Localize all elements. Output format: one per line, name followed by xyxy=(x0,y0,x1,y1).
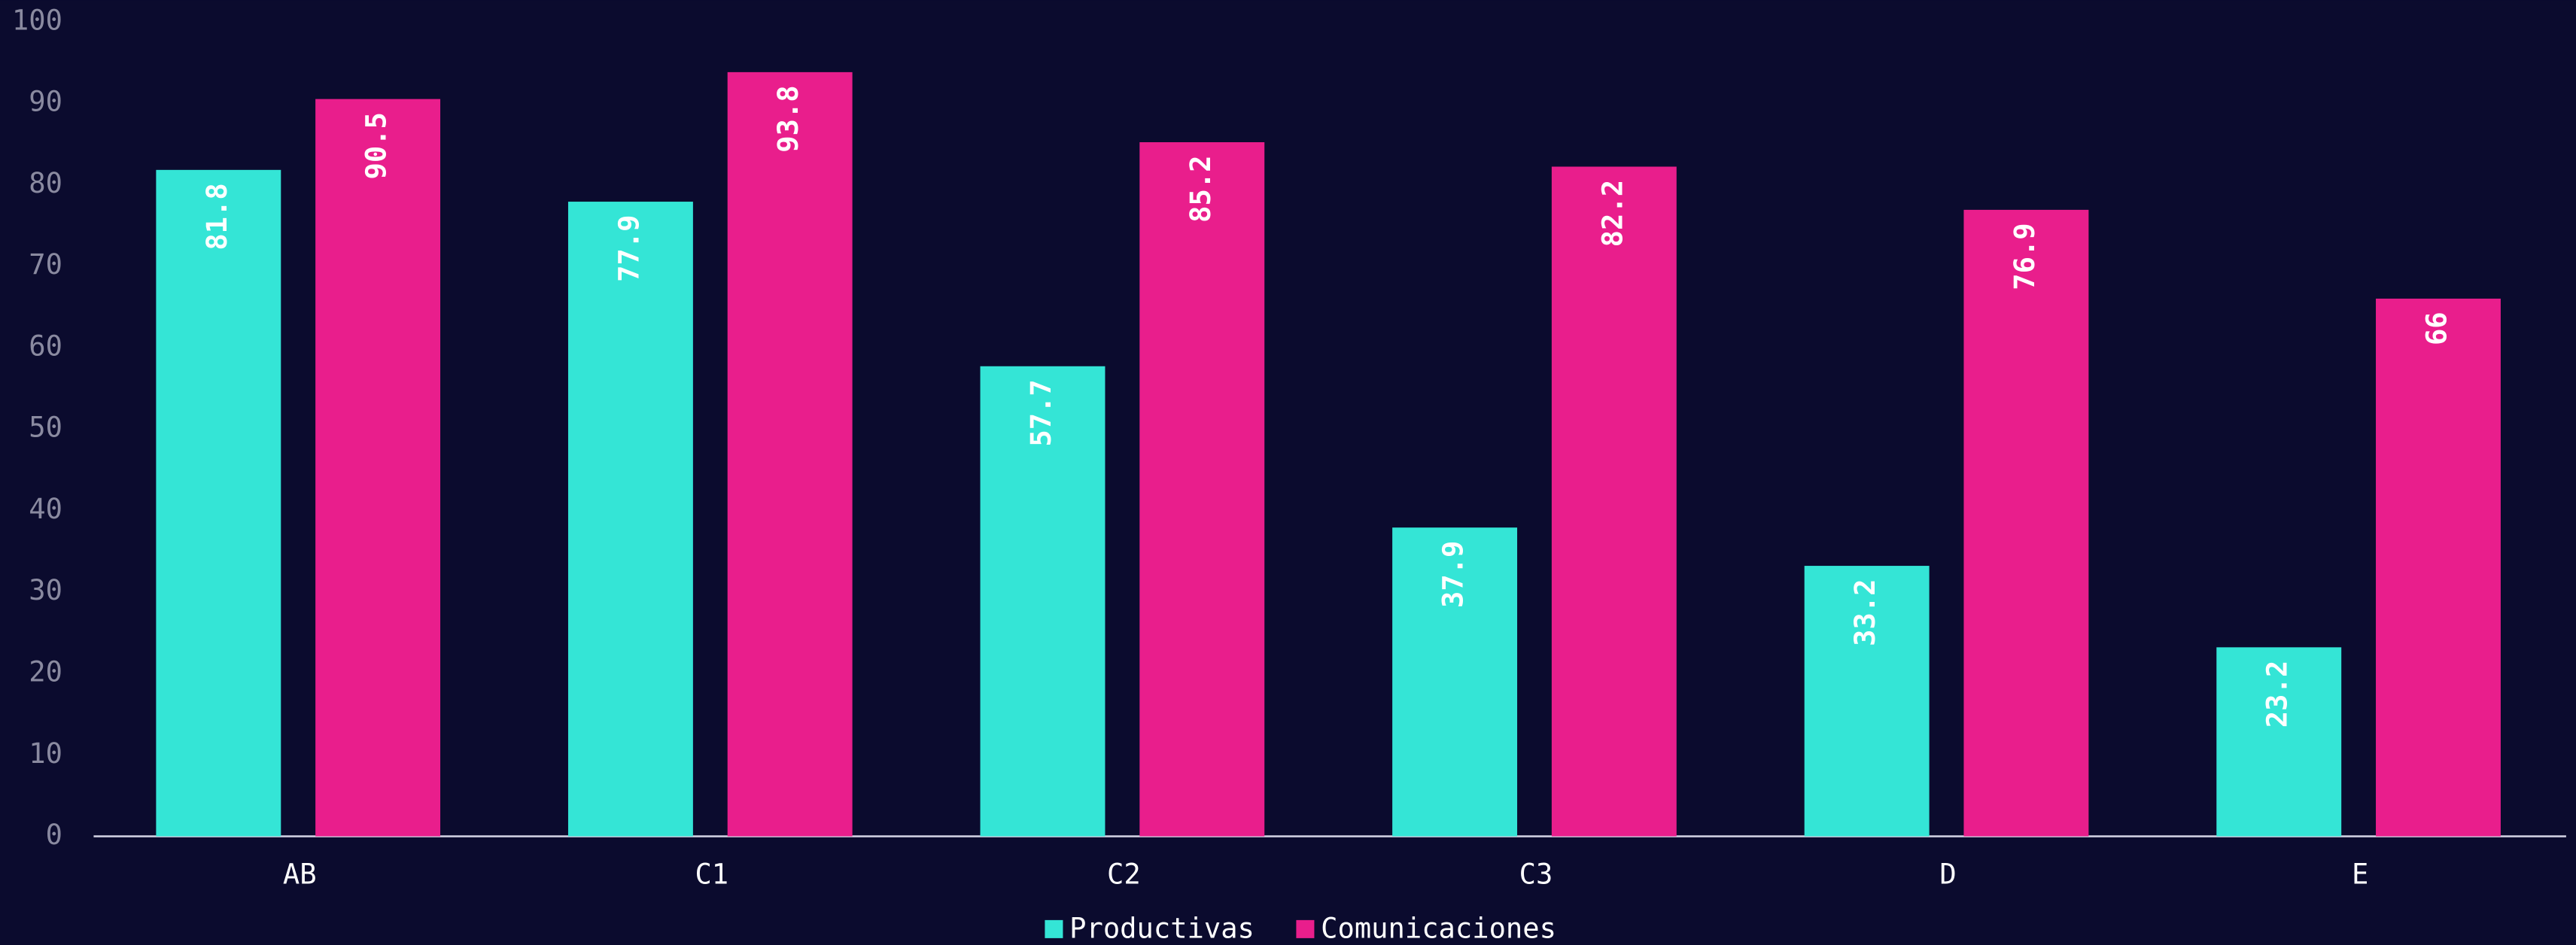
y-tick-label: 0 xyxy=(46,819,62,851)
data-label: 93.8 xyxy=(772,85,804,152)
bar xyxy=(1963,209,2089,837)
bar xyxy=(727,71,853,837)
data-label: 76.9 xyxy=(2009,223,2041,290)
bar xyxy=(315,99,441,837)
data-label: 82.2 xyxy=(1596,180,1629,247)
bar xyxy=(567,202,693,837)
bar xyxy=(2216,647,2342,837)
legend-label: Productivas xyxy=(1069,912,1255,944)
data-label: 33.2 xyxy=(1849,579,1881,646)
data-label: 66 xyxy=(2420,311,2453,345)
legend-label: Comunicaciones xyxy=(1321,912,1556,944)
x-tick-label: AB xyxy=(283,858,317,890)
y-tick-label: 60 xyxy=(29,330,62,362)
data-label: 23.2 xyxy=(2261,661,2294,728)
y-tick-label: 90 xyxy=(29,86,62,118)
legend-swatch xyxy=(1296,919,1315,938)
data-label: 57.7 xyxy=(1025,379,1057,446)
bar xyxy=(1139,142,1265,837)
x-tick-label: D xyxy=(1939,858,1956,890)
y-tick-label: 10 xyxy=(29,737,62,770)
legend-swatch xyxy=(1045,919,1063,938)
x-tick-label: C3 xyxy=(1519,858,1553,890)
data-label: 90.5 xyxy=(360,112,393,179)
bar xyxy=(1804,566,1930,837)
x-tick-label: E xyxy=(2352,858,2368,890)
data-label: 85.2 xyxy=(1185,155,1217,222)
data-label: 81.8 xyxy=(201,183,233,250)
bar xyxy=(1392,527,1518,837)
y-tick-label: 100 xyxy=(12,4,62,36)
x-tick-label: C2 xyxy=(1107,858,1141,890)
bar xyxy=(2376,298,2501,837)
y-tick-label: 40 xyxy=(29,493,62,525)
y-tick-label: 20 xyxy=(29,655,62,688)
y-tick-label: 50 xyxy=(29,412,62,444)
data-label: 77.9 xyxy=(613,215,645,282)
data-label: 37.9 xyxy=(1437,541,1470,608)
bar xyxy=(156,169,281,837)
y-tick-label: 80 xyxy=(29,167,62,199)
y-tick-label: 30 xyxy=(29,574,62,606)
bar xyxy=(1551,166,1677,837)
bar xyxy=(980,366,1106,837)
x-tick-label: C1 xyxy=(695,858,728,890)
y-tick-label: 70 xyxy=(29,248,62,281)
